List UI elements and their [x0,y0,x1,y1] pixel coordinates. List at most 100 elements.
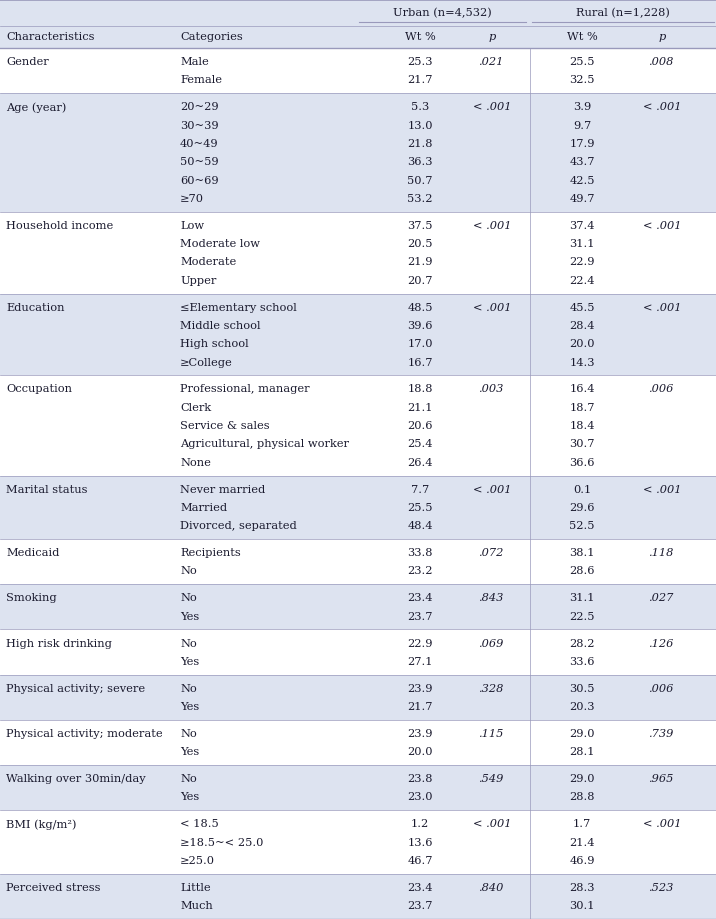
Bar [0,811,716,874]
Text: 21.4: 21.4 [569,837,595,847]
Text: 48.4: 48.4 [407,521,432,531]
Text: 17.0: 17.0 [407,339,432,349]
Text: 42.5: 42.5 [569,176,595,186]
Text: 16.4: 16.4 [569,384,595,394]
Text: None: None [180,458,211,468]
Text: 26.4: 26.4 [407,458,432,468]
Text: No: No [180,566,197,576]
Text: 5.3: 5.3 [411,102,429,112]
Text: 37.4: 37.4 [569,221,595,231]
Text: < 18.5: < 18.5 [180,820,219,829]
Text: p: p [488,32,495,42]
Text: .843: .843 [479,594,505,604]
Text: < .001: < .001 [643,820,681,829]
Text: High risk drinking: High risk drinking [6,639,112,649]
Text: < .001: < .001 [643,302,681,312]
Text: 21.1: 21.1 [407,403,432,413]
Text: 50.7: 50.7 [407,176,432,186]
Text: 18.7: 18.7 [569,403,595,413]
Text: 31.1: 31.1 [569,239,595,249]
Text: 23.7: 23.7 [407,902,432,911]
Text: 31.1: 31.1 [569,594,595,604]
Text: Recipients: Recipients [180,548,241,558]
Text: 32.5: 32.5 [569,75,595,85]
Text: .027: .027 [649,594,674,604]
Bar [0,630,716,675]
Bar [0,539,716,584]
Text: 28.2: 28.2 [569,639,595,649]
Text: 23.9: 23.9 [407,729,432,739]
Text: Physical activity; severe: Physical activity; severe [6,684,145,694]
Text: Agricultural, physical worker: Agricultural, physical worker [180,439,349,449]
Text: 46.7: 46.7 [407,856,432,866]
Text: 16.7: 16.7 [407,357,432,368]
Text: < .001: < .001 [643,102,681,112]
Text: Urban (n=4,532): Urban (n=4,532) [393,8,492,18]
Text: 0.1: 0.1 [573,484,591,494]
Text: 23.9: 23.9 [407,684,432,694]
Bar [0,874,716,919]
Text: No: No [180,684,197,694]
Text: ≥70: ≥70 [180,194,204,204]
Text: 28.1: 28.1 [569,747,595,757]
Text: 21.8: 21.8 [407,139,432,149]
Text: 53.2: 53.2 [407,194,432,204]
Text: .115: .115 [479,729,505,739]
Text: 20.0: 20.0 [569,339,595,349]
Text: 48.5: 48.5 [407,302,432,312]
Text: < .001: < .001 [473,302,511,312]
Bar [0,375,716,475]
Text: .328: .328 [479,684,505,694]
Text: .118: .118 [649,548,674,558]
Text: 28.3: 28.3 [569,883,595,893]
Text: 29.0: 29.0 [569,729,595,739]
Bar [0,584,716,630]
Text: .126: .126 [649,639,674,649]
Text: 14.3: 14.3 [569,357,595,368]
Text: Characteristics: Characteristics [6,32,95,42]
Text: 29.6: 29.6 [569,503,595,513]
Text: Medicaid: Medicaid [6,548,59,558]
Text: .006: .006 [649,684,674,694]
Text: 7.7: 7.7 [411,484,429,494]
Text: Much: Much [180,902,213,911]
Text: .069: .069 [479,639,505,649]
Text: 38.1: 38.1 [569,548,595,558]
Text: Female: Female [180,75,222,85]
Text: No: No [180,729,197,739]
Text: 21.7: 21.7 [407,75,432,85]
Text: No: No [180,594,197,604]
Text: 28.6: 28.6 [569,566,595,576]
Text: No: No [180,774,197,784]
Text: .021: .021 [479,57,505,67]
Text: 46.9: 46.9 [569,856,595,866]
Text: 20.7: 20.7 [407,276,432,286]
Text: .965: .965 [649,774,674,784]
Text: < .001: < .001 [643,221,681,231]
Text: < .001: < .001 [473,102,511,112]
Text: Service & sales: Service & sales [180,421,270,431]
Text: ≤Elementary school: ≤Elementary school [180,302,296,312]
Text: Married: Married [180,503,227,513]
Text: Yes: Yes [180,612,199,621]
Text: 23.4: 23.4 [407,883,432,893]
Text: Never married: Never married [180,484,265,494]
Text: 30~39: 30~39 [180,120,218,130]
Text: 28.4: 28.4 [569,321,595,331]
Text: .008: .008 [649,57,674,67]
Text: Male: Male [180,57,209,67]
Bar [0,211,716,293]
Text: Smoking: Smoking [6,594,57,604]
Text: .003: .003 [479,384,505,394]
Text: 40~49: 40~49 [180,139,218,149]
Text: 1.2: 1.2 [411,820,429,829]
Bar [0,475,716,539]
Text: 43.7: 43.7 [569,157,595,167]
Text: .840: .840 [479,883,505,893]
Text: 22.4: 22.4 [569,276,595,286]
Text: 30.7: 30.7 [569,439,595,449]
Text: .549: .549 [479,774,505,784]
Text: Low: Low [180,221,204,231]
Text: ≥College: ≥College [180,357,233,368]
Text: Categories: Categories [180,32,243,42]
